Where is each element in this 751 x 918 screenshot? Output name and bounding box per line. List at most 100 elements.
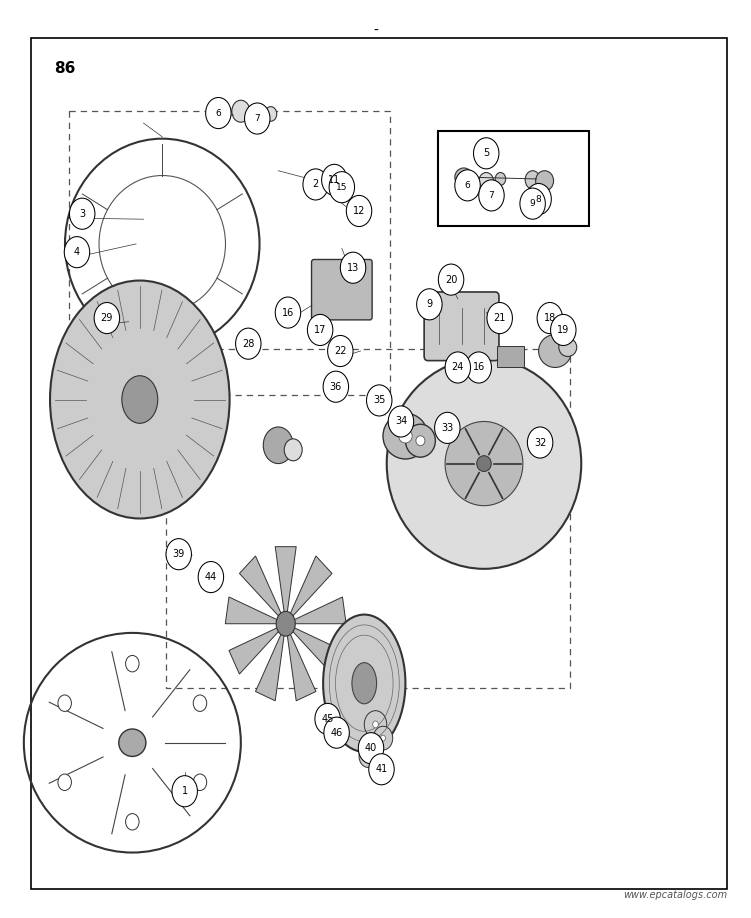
Circle shape [206, 97, 231, 129]
Circle shape [94, 303, 119, 333]
Text: 40: 40 [365, 744, 377, 753]
Ellipse shape [366, 754, 370, 759]
Ellipse shape [364, 711, 387, 738]
Ellipse shape [352, 663, 376, 704]
Text: 2: 2 [312, 179, 318, 189]
Text: 21: 21 [493, 313, 506, 323]
Ellipse shape [381, 735, 385, 741]
Ellipse shape [119, 729, 146, 756]
Text: 36: 36 [330, 382, 342, 392]
Circle shape [324, 717, 349, 748]
Circle shape [70, 198, 95, 230]
Circle shape [166, 539, 192, 570]
Ellipse shape [559, 338, 577, 356]
Circle shape [537, 303, 562, 333]
Text: 4: 4 [74, 247, 80, 257]
Ellipse shape [232, 100, 250, 122]
Ellipse shape [122, 375, 158, 423]
Circle shape [303, 169, 328, 200]
Circle shape [236, 328, 261, 359]
Circle shape [321, 164, 347, 196]
Circle shape [520, 188, 545, 219]
Text: 16: 16 [472, 363, 485, 373]
Ellipse shape [538, 334, 572, 367]
Text: 33: 33 [441, 423, 454, 433]
Ellipse shape [284, 439, 302, 461]
Text: 22: 22 [334, 346, 346, 356]
Text: 11: 11 [328, 174, 340, 185]
Circle shape [435, 412, 460, 443]
Text: 12: 12 [353, 206, 365, 216]
Polygon shape [240, 556, 285, 623]
Ellipse shape [495, 173, 505, 185]
Ellipse shape [125, 655, 139, 672]
Circle shape [323, 371, 348, 402]
Ellipse shape [58, 695, 71, 711]
Text: 9: 9 [529, 199, 535, 208]
Circle shape [550, 314, 576, 345]
Text: 44: 44 [205, 572, 217, 582]
Text: 18: 18 [544, 313, 556, 323]
Text: 46: 46 [330, 728, 342, 738]
Ellipse shape [193, 695, 207, 711]
FancyBboxPatch shape [424, 292, 499, 361]
Text: 9: 9 [427, 299, 433, 309]
Ellipse shape [193, 774, 207, 790]
Circle shape [172, 776, 198, 807]
Circle shape [65, 237, 89, 268]
Text: 13: 13 [347, 263, 359, 273]
Circle shape [307, 314, 333, 345]
Text: -: - [373, 24, 378, 39]
Ellipse shape [535, 171, 553, 191]
Bar [496, 345, 523, 367]
Polygon shape [255, 623, 285, 700]
Ellipse shape [387, 358, 581, 569]
Polygon shape [285, 623, 342, 674]
Circle shape [466, 352, 491, 383]
Circle shape [487, 303, 512, 333]
Bar [438, 131, 589, 226]
Circle shape [327, 335, 353, 366]
Text: 34: 34 [395, 417, 407, 427]
Ellipse shape [372, 721, 379, 728]
Circle shape [329, 172, 354, 203]
Circle shape [369, 754, 394, 785]
Ellipse shape [359, 745, 377, 767]
Text: 32: 32 [534, 438, 546, 448]
Text: 24: 24 [451, 363, 464, 373]
Text: 17: 17 [314, 325, 327, 335]
Circle shape [445, 352, 471, 383]
Polygon shape [285, 623, 316, 700]
Text: 86: 86 [54, 61, 75, 76]
Ellipse shape [525, 171, 540, 189]
Ellipse shape [445, 421, 523, 506]
Polygon shape [225, 597, 285, 623]
Text: 16: 16 [282, 308, 294, 318]
Circle shape [275, 297, 300, 328]
Circle shape [527, 427, 553, 458]
Text: 3: 3 [79, 208, 86, 218]
Circle shape [439, 264, 464, 296]
Ellipse shape [265, 106, 276, 121]
Circle shape [198, 562, 224, 593]
Circle shape [388, 406, 414, 437]
Ellipse shape [383, 413, 428, 459]
FancyBboxPatch shape [312, 260, 372, 319]
Text: 20: 20 [445, 274, 457, 285]
Text: 19: 19 [557, 325, 569, 335]
Text: 15: 15 [336, 183, 348, 192]
Text: 6: 6 [216, 108, 222, 118]
Circle shape [455, 170, 480, 201]
Circle shape [366, 385, 392, 416]
Ellipse shape [125, 813, 139, 830]
Ellipse shape [323, 614, 406, 752]
Polygon shape [285, 556, 332, 623]
Circle shape [245, 103, 270, 134]
Ellipse shape [58, 774, 71, 790]
Circle shape [358, 733, 384, 764]
Text: 41: 41 [376, 765, 388, 774]
Polygon shape [285, 597, 346, 623]
Polygon shape [229, 623, 285, 674]
Circle shape [340, 252, 366, 284]
Ellipse shape [264, 427, 293, 464]
